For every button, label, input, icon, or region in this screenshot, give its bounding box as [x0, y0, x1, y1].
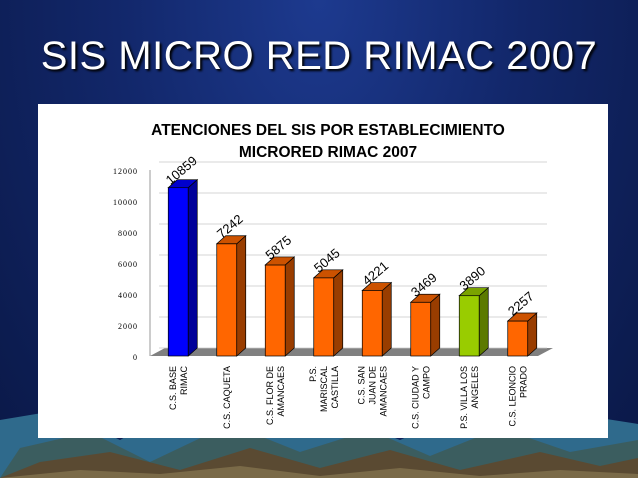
category-label-line: PRADO: [518, 366, 528, 398]
bar: [215, 234, 247, 357]
slide-title: SIS MICRO RED RIMAC 2007: [40, 34, 598, 78]
category-label: C.S. CAQUETA: [222, 366, 232, 429]
bar: [361, 281, 393, 357]
bar: [264, 256, 296, 357]
category-label: C.S. LEONCIO PRADO: [507, 366, 528, 427]
bar-front: [361, 290, 383, 357]
category-label-line: RIMAC: [179, 366, 189, 396]
chart-subtitle: MICRORED RIMAC 2007: [239, 144, 417, 161]
bar: [409, 293, 441, 357]
category-label-line: JUAN DE: [367, 366, 377, 405]
category-label: P.S. MARISCAL CASTILLA: [308, 366, 340, 412]
category-label-line: C.S. SAN: [356, 366, 366, 405]
bar-top: [264, 256, 296, 266]
category-label-line: AMANCAES: [276, 366, 286, 417]
bar-top: [506, 312, 538, 322]
bar-front: [458, 295, 480, 357]
category-label: C.S. BASE RIMAC: [168, 366, 189, 411]
category-label-line: P.S.: [308, 366, 318, 382]
bar-front: [216, 243, 238, 357]
category-label-line: AMANCAES: [378, 366, 388, 417]
category-label: C.S. SAN JUAN DE AMANCAES: [356, 366, 388, 417]
chart-title: ATENCIONES DEL SIS POR ESTABLECIMIENTO: [151, 122, 505, 139]
y-tick-label: 8000: [118, 229, 138, 238]
category-label-line: CAMPO: [421, 366, 431, 399]
y-tick-label: 4000: [118, 291, 138, 300]
category-label-line: P.S. VILLA LOS: [459, 366, 469, 429]
category-label-line: C.S. CIUDAD Y: [410, 366, 420, 429]
category-label-line: C.S. BASE: [168, 366, 178, 410]
bar: [506, 312, 538, 357]
bar-top: [312, 269, 344, 279]
bar-front: [167, 187, 189, 357]
bar-front: [507, 320, 529, 357]
y-tick-label: 10000: [113, 198, 138, 207]
bar-front: [410, 301, 432, 357]
y-tick-label: 12000: [113, 167, 138, 176]
category-label: C.S. FLOR DE AMANCAES: [265, 366, 286, 425]
category-label-line: ANGELES: [470, 366, 480, 409]
bar-side: [478, 286, 489, 357]
y-tick-label: 2000: [118, 322, 138, 331]
bar-top: [458, 287, 490, 297]
bar-side: [284, 256, 295, 357]
bar-top: [361, 282, 393, 291]
category-label-line: C.S. LEONCIO: [507, 366, 517, 427]
y-tick-label: 6000: [118, 260, 138, 269]
bar-front: [313, 277, 335, 357]
bar: [458, 286, 490, 357]
bar-top: [409, 293, 441, 303]
category-label-line: C.S. CAQUETA: [222, 366, 232, 429]
category-label-line: C.S. FLOR DE: [265, 366, 275, 425]
bar-front: [264, 264, 286, 357]
category-label: P.S. VILLA LOS ANGELES: [459, 366, 480, 429]
chart-floor: [150, 348, 553, 356]
bar: [167, 178, 199, 357]
y-tick-label: 0: [133, 353, 138, 362]
bar-side: [187, 178, 198, 357]
bar: [312, 269, 344, 357]
bar-side: [236, 234, 247, 357]
bar-side: [381, 281, 392, 357]
bar-side: [333, 269, 344, 357]
category-label-line: MARISCAL: [319, 366, 329, 412]
category-label-line: CASTILLA: [330, 366, 340, 409]
category-label: C.S. CIUDAD Y CAMPO: [410, 366, 431, 429]
bar-side: [430, 293, 441, 357]
bar-top: [215, 235, 247, 245]
chart-panel: 0 2000 4000 6000 8000 10000 12000 10859 C.S. BA…: [38, 104, 608, 438]
bar-top: [167, 179, 199, 189]
